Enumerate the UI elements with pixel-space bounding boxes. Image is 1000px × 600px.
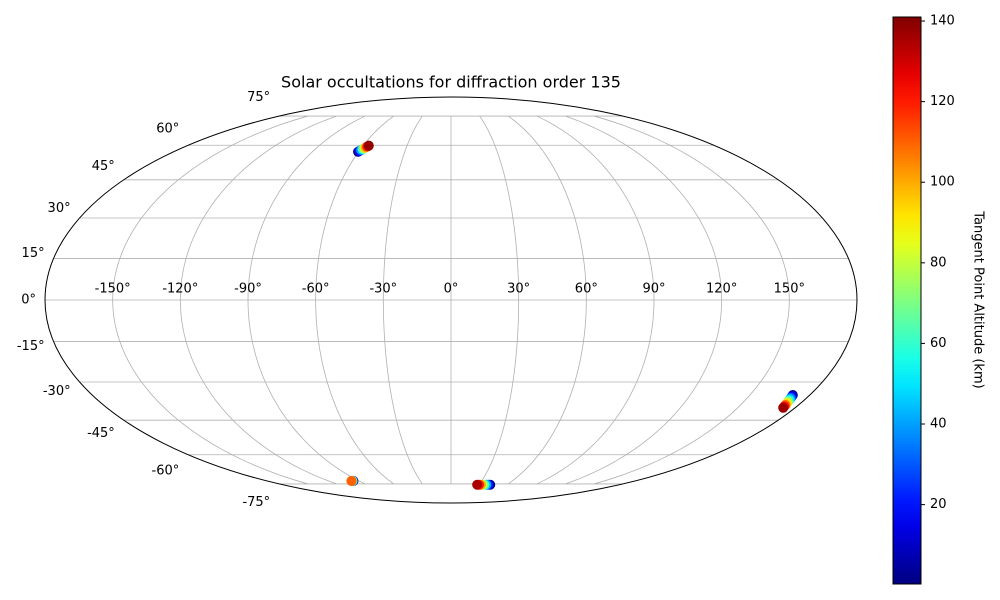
grid-line — [594, 115, 790, 485]
x-tick-label: -150° — [95, 282, 131, 297]
y-tick-label: 60° — [156, 121, 179, 136]
x-tick-label: 60° — [575, 282, 598, 297]
grid-line — [536, 115, 655, 485]
y-tick-label: -15° — [17, 339, 45, 354]
data-point — [363, 140, 374, 151]
colorbar-tick-label: 40 — [930, 417, 947, 432]
grid-line — [247, 115, 366, 485]
x-tick-label: -30° — [369, 282, 397, 297]
y-tick-label: -45° — [87, 426, 115, 441]
y-tick-label: 15° — [22, 246, 45, 261]
grid-line — [565, 115, 723, 485]
x-tick-label: -90° — [234, 282, 262, 297]
y-tick-label: -30° — [43, 384, 71, 399]
y-tick-label: 75° — [247, 90, 270, 105]
colorbar — [892, 16, 922, 585]
grid-line — [315, 115, 394, 485]
colorbar-label: Tangent Point Altitude (km) — [971, 210, 986, 388]
x-tick-label: 90° — [642, 282, 665, 297]
colorbar-tick-label: 120 — [930, 94, 955, 109]
y-tick-label: -75° — [242, 495, 270, 510]
colorbar-tick-label: 140 — [930, 14, 955, 29]
data-point — [778, 402, 789, 413]
x-tick-label: -120° — [162, 282, 198, 297]
map-outline — [44, 96, 858, 504]
x-tick-label: 120° — [706, 282, 737, 297]
y-tick-label: 0° — [21, 293, 36, 308]
y-tick-label: 45° — [92, 159, 115, 174]
colorbar-tick-label: 60 — [930, 336, 947, 351]
colorbar-tick-label: 20 — [930, 497, 947, 512]
x-tick-label: 150° — [774, 282, 805, 297]
x-tick-label: -60° — [302, 282, 330, 297]
x-tick-label: 30° — [507, 282, 530, 297]
y-tick-label: -60° — [152, 464, 180, 479]
grid-line — [179, 115, 337, 485]
data-point — [346, 475, 357, 486]
grid-line — [508, 115, 587, 485]
chart-title: Solar occultations for diffraction order… — [281, 73, 621, 92]
data-point — [472, 479, 483, 490]
grid-line — [112, 115, 308, 485]
colorbar-tick-label: 80 — [930, 255, 947, 270]
grid-line — [479, 115, 520, 485]
grid-line — [382, 115, 423, 485]
y-tick-label: 30° — [48, 201, 71, 216]
x-tick-label: 0° — [444, 282, 459, 297]
colorbar-tick-label: 100 — [930, 175, 955, 190]
